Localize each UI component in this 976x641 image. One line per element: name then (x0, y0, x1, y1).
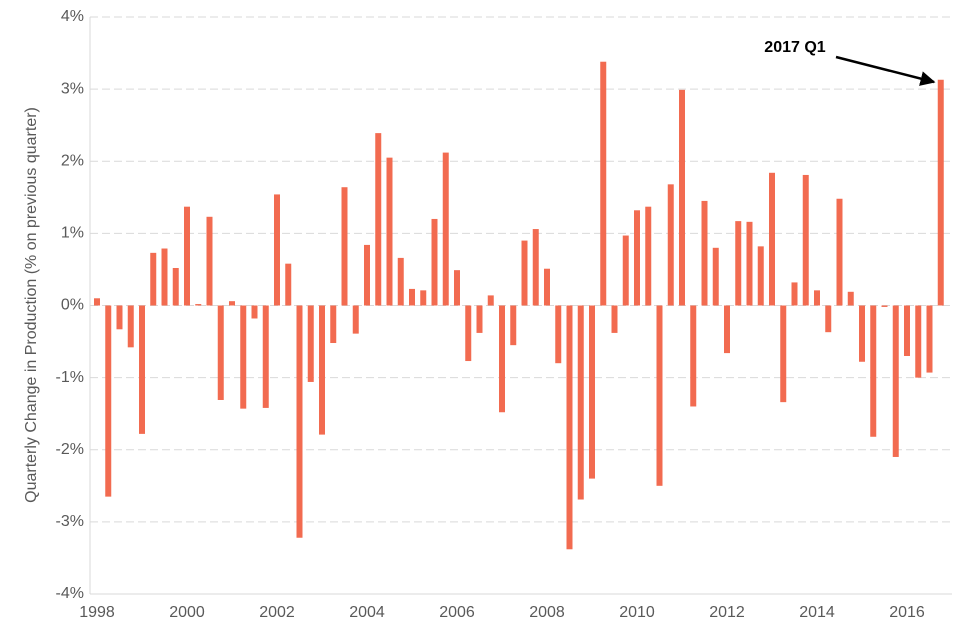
bar (667, 184, 674, 306)
bar (915, 305, 922, 378)
bar (116, 305, 123, 330)
x-tick-label: 2004 (349, 604, 385, 621)
bar (577, 305, 584, 500)
bar (746, 221, 753, 306)
x-tick-label: 1998 (79, 604, 115, 621)
bar (431, 218, 438, 306)
bar (262, 305, 269, 408)
y-tick-label: 0% (61, 297, 84, 314)
y-tick-label: -1% (56, 369, 84, 386)
bar (285, 263, 292, 306)
bar (724, 305, 730, 354)
bar (825, 305, 832, 333)
bar (769, 172, 775, 306)
bar (105, 305, 112, 497)
bar (656, 305, 663, 486)
bar (172, 267, 179, 306)
bar (195, 304, 202, 306)
bar (589, 305, 595, 479)
bar (375, 133, 382, 306)
bar (926, 305, 933, 373)
y-tick-label: -3% (56, 513, 84, 530)
bar (229, 301, 235, 306)
bar (465, 305, 472, 362)
bar (319, 305, 325, 435)
bar (274, 194, 280, 306)
y-tick-label: -4% (56, 585, 84, 602)
bar (127, 305, 134, 348)
bar (296, 305, 303, 538)
bar (555, 305, 562, 364)
bar (881, 305, 888, 307)
y-axis-label: Quarterly Change in Production (% on pre… (23, 107, 40, 503)
bar (757, 246, 764, 306)
bar (870, 305, 877, 437)
bar (386, 157, 393, 306)
bar (364, 244, 370, 306)
bar (544, 268, 550, 306)
bar (341, 187, 348, 306)
bar (397, 257, 404, 306)
bar (240, 305, 247, 409)
annotation: 2017 Q1 (764, 39, 825, 56)
bar (521, 240, 528, 306)
y-tick-label: 1% (61, 225, 84, 242)
bar (499, 305, 505, 413)
bar (532, 229, 539, 306)
bar (904, 305, 910, 356)
bar (566, 305, 573, 550)
bar (836, 198, 843, 306)
x-tick-label: 2000 (169, 604, 205, 621)
bar (791, 282, 798, 306)
bar (510, 305, 517, 346)
y-tick-label: 2% (61, 152, 84, 169)
x-tick-label: 2016 (889, 604, 925, 621)
bar (476, 305, 483, 333)
bar (442, 152, 449, 306)
bar (487, 295, 494, 306)
bar (937, 79, 944, 306)
bar (352, 305, 359, 334)
bar (611, 305, 618, 333)
bar (161, 248, 168, 306)
bar (859, 305, 865, 362)
bar (735, 221, 742, 306)
bar (139, 305, 145, 434)
bar (701, 200, 708, 306)
bar (634, 210, 640, 306)
bar (94, 298, 100, 306)
bar (780, 305, 787, 403)
bar (454, 270, 460, 306)
bar (217, 305, 224, 400)
bar (150, 252, 157, 306)
bar (206, 216, 213, 306)
x-tick-label: 2002 (259, 604, 295, 621)
x-tick-label: 2006 (439, 604, 475, 621)
bar (712, 247, 719, 306)
bar (184, 206, 190, 306)
y-tick-label: 3% (61, 80, 84, 97)
bar (814, 290, 820, 306)
bar (645, 206, 652, 306)
bar (409, 288, 415, 306)
annotation-arrow (835, 55, 936, 86)
y-tick-label: 4% (61, 8, 84, 25)
x-tick-label: 2014 (799, 604, 835, 621)
bar (622, 235, 629, 306)
x-tick-label: 2008 (529, 604, 565, 621)
x-tick-label: 2012 (709, 604, 745, 621)
bar (600, 61, 607, 306)
bar (420, 290, 427, 306)
bar (802, 174, 809, 306)
bar (690, 305, 697, 407)
bar (679, 89, 685, 306)
bar (330, 305, 337, 344)
bar (847, 291, 854, 306)
bar (307, 305, 314, 382)
bar (892, 305, 899, 457)
bar (251, 305, 258, 319)
y-tick-label: -2% (56, 441, 84, 458)
x-tick-label: 2010 (619, 604, 655, 621)
